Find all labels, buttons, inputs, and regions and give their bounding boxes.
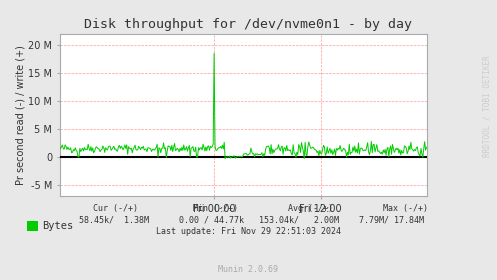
- Text: 58.45k/  1.38M      0.00 / 44.77k   153.04k/   2.00M    7.79M/ 17.84M: 58.45k/ 1.38M 0.00 / 44.77k 153.04k/ 2.0…: [74, 215, 423, 224]
- Text: Munin 2.0.69: Munin 2.0.69: [219, 265, 278, 274]
- Text: Disk throughput for /dev/nvme0n1 - by day: Disk throughput for /dev/nvme0n1 - by da…: [84, 18, 413, 31]
- Text: RRDTOOL / TOBI OETIKER: RRDTOOL / TOBI OETIKER: [482, 55, 491, 157]
- Y-axis label: Pr second read (-) / write (+): Pr second read (-) / write (+): [15, 45, 25, 185]
- Text: Last update: Fri Nov 29 22:51:03 2024: Last update: Fri Nov 29 22:51:03 2024: [156, 227, 341, 235]
- Text: Bytes: Bytes: [42, 221, 74, 231]
- Text: Cur (-/+)           Min (-/+)          Avg (-/+)          Max (-/+): Cur (-/+) Min (-/+) Avg (-/+) Max (-/+): [69, 204, 428, 213]
